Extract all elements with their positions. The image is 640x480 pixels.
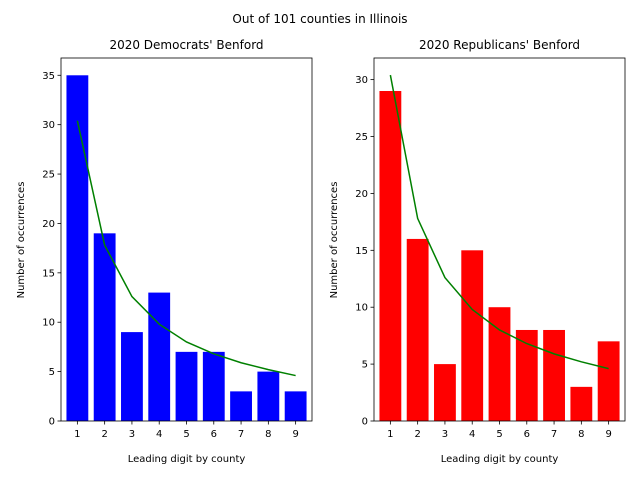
bar-republicans-4 xyxy=(461,250,484,421)
x-tick-label-republicans-6: 6 xyxy=(524,429,530,440)
bar-democrats-3 xyxy=(121,332,143,421)
x-tick-label-democrats-4: 4 xyxy=(156,429,162,440)
bar-republicans-7 xyxy=(543,329,565,421)
y-tick-label-democrats-15: 15 xyxy=(42,268,55,279)
y-tick-label-republicans-30: 30 xyxy=(355,75,368,86)
bar-republicans-9 xyxy=(597,341,620,421)
subplot-democrats: 2020 Democrats' Benford Leading digit by… xyxy=(16,38,313,465)
y-tick-label-republicans-15: 15 xyxy=(355,246,368,257)
y-tick-label-democrats-5: 5 xyxy=(49,367,55,378)
bar-democrats-2 xyxy=(93,233,116,421)
bar-democrats-9 xyxy=(284,391,307,421)
x-tick-label-democrats-3: 3 xyxy=(129,429,135,440)
bar-democrats-5 xyxy=(175,351,198,421)
subplot-title-democrats: 2020 Democrats' Benford xyxy=(109,38,263,52)
bar-republicans-1 xyxy=(379,91,402,421)
bar-democrats-6 xyxy=(202,351,225,421)
bar-republicans-6 xyxy=(515,329,538,421)
x-tick-label-republicans-2: 2 xyxy=(414,429,420,440)
benford-line-republicans xyxy=(389,74,609,370)
x-tick-label-democrats-6: 6 xyxy=(211,429,217,440)
bar-democrats-1 xyxy=(66,75,89,421)
bar-democrats-7 xyxy=(230,391,252,421)
y-tick-label-democrats-10: 10 xyxy=(42,318,55,329)
x-tick-label-republicans-3: 3 xyxy=(442,429,448,440)
y-tick-label-republicans-0: 0 xyxy=(362,417,368,428)
x-tick-label-democrats-5: 5 xyxy=(183,429,189,440)
y-tick-label-republicans-5: 5 xyxy=(362,360,368,371)
x-tick-label-republicans-7: 7 xyxy=(551,429,557,440)
bar-republicans-2 xyxy=(406,238,429,421)
x-axis-label-republicans: Leading digit by county xyxy=(441,454,559,465)
bar-republicans-5 xyxy=(488,307,511,421)
x-tick-label-republicans-1: 1 xyxy=(387,429,393,440)
x-tick-label-democrats-8: 8 xyxy=(265,429,271,440)
y-tick-label-republicans-10: 10 xyxy=(355,303,368,314)
x-tick-label-democrats-1: 1 xyxy=(74,429,80,440)
y-tick-label-republicans-25: 25 xyxy=(355,132,368,143)
x-tick-label-republicans-9: 9 xyxy=(605,429,611,440)
y-tick-label-democrats-25: 25 xyxy=(42,170,55,181)
bar-republicans-3 xyxy=(434,364,456,421)
y-axis-label-republicans: Number of occurrences xyxy=(329,182,340,299)
y-tick-label-democrats-20: 20 xyxy=(42,219,55,230)
benford-line-democrats xyxy=(76,120,296,377)
bar-democrats-8 xyxy=(257,371,280,421)
figure-suptitle: Out of 101 counties in Illinois xyxy=(232,12,407,26)
y-axis-label-democrats: Number of occurrences xyxy=(16,182,27,299)
x-axis-label-democrats: Leading digit by county xyxy=(128,454,246,465)
y-tick-label-democrats-35: 35 xyxy=(42,71,55,82)
x-tick-label-democrats-9: 9 xyxy=(292,429,298,440)
y-tick-label-democrats-0: 0 xyxy=(49,417,55,428)
subplot-title-republicans: 2020 Republicans' Benford xyxy=(419,38,580,52)
y-tick-label-democrats-30: 30 xyxy=(42,120,55,131)
x-tick-label-republicans-8: 8 xyxy=(578,429,584,440)
x-tick-label-democrats-7: 7 xyxy=(238,429,244,440)
subplot-republicans: 2020 Republicans' Benford Leading digit … xyxy=(329,38,626,465)
bar-democrats-4 xyxy=(148,292,171,421)
bar-republicans-8 xyxy=(570,386,593,421)
y-tick-label-republicans-20: 20 xyxy=(355,189,368,200)
x-tick-label-republicans-4: 4 xyxy=(469,429,475,440)
x-tick-label-republicans-5: 5 xyxy=(496,429,502,440)
x-tick-label-democrats-2: 2 xyxy=(101,429,107,440)
